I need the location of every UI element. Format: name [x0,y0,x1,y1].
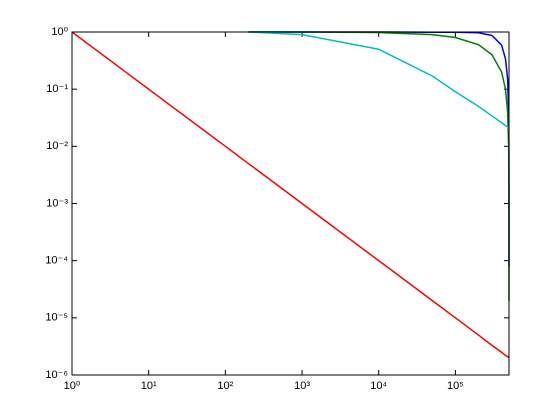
x-tick-label: 10⁰ [64,380,81,392]
x-tick-label: 10⁴ [370,380,387,392]
y-tick-label: 10⁻⁵ [45,312,68,324]
axes-box [71,31,510,376]
y-tick-label: 10⁻⁴ [45,255,68,267]
y-tick-label: 10⁻³ [46,197,68,209]
y-tick-label: 10⁻⁶ [45,369,68,381]
x-tick-label: 10¹ [141,380,157,392]
x-tick-label: 10² [217,380,233,392]
y-tick-label: 10⁰ [51,26,68,38]
y-tick-label: 10⁻¹ [46,83,68,95]
x-tick-label: 10⁵ [447,380,464,392]
x-tick-label: 10³ [294,380,310,392]
y-tick-label: 10⁻² [46,140,68,152]
